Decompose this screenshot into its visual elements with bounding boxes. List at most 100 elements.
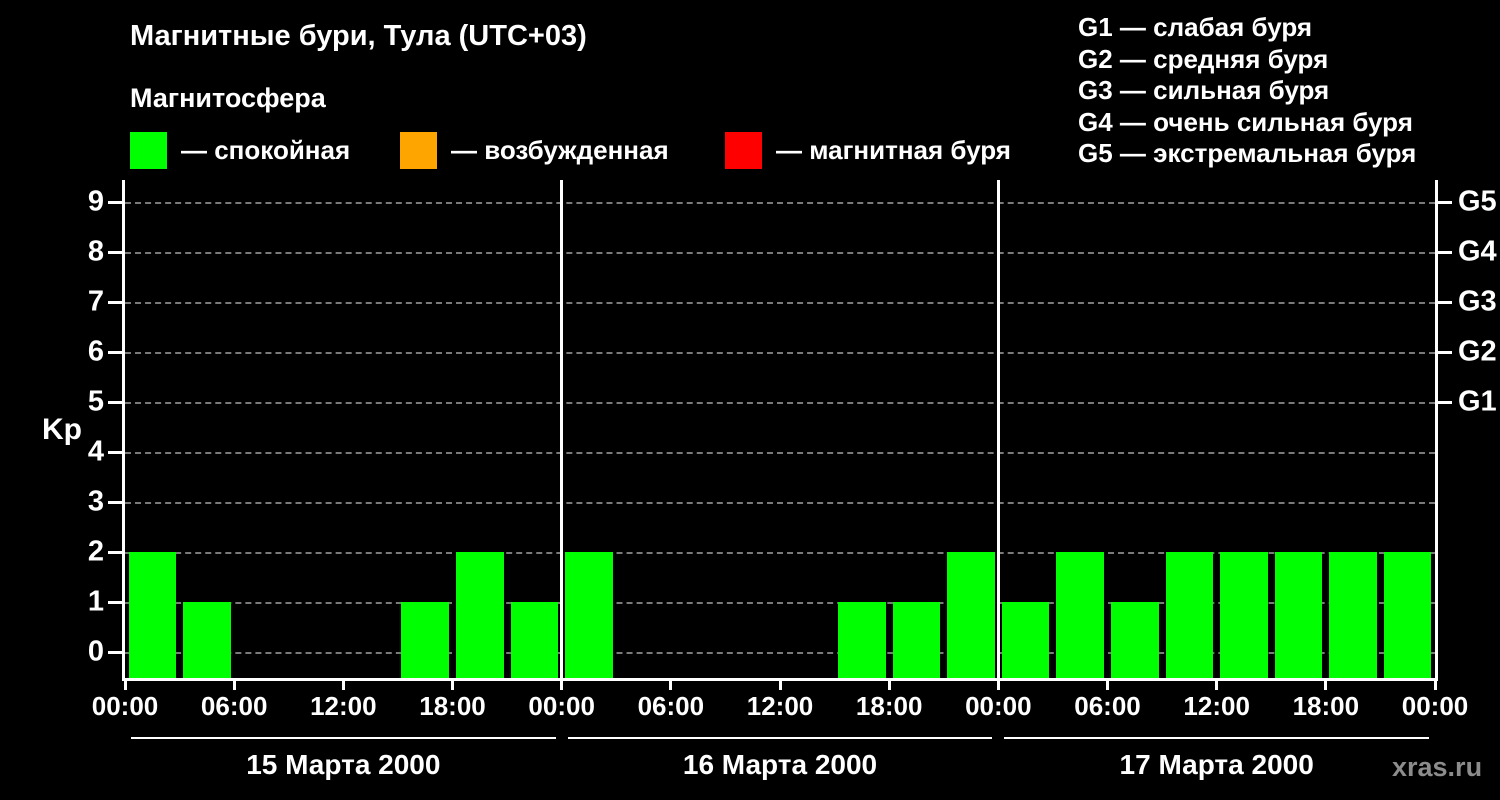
right-axis-line bbox=[1435, 180, 1438, 678]
y-tick-label: 7 bbox=[87, 285, 104, 318]
x-tick bbox=[1106, 681, 1109, 690]
y-tick-label: 0 bbox=[87, 635, 104, 668]
y-tick bbox=[108, 400, 122, 404]
x-tick-label: 06:00 bbox=[1074, 691, 1141, 721]
x-axis-line bbox=[122, 678, 1438, 681]
storm-scale-item: G4 — очень сильная буря bbox=[1078, 106, 1413, 137]
kp-bar bbox=[1111, 602, 1159, 678]
watermark: xras.ru bbox=[1392, 752, 1483, 782]
y-tick bbox=[108, 300, 122, 304]
x-tick-label: 00:00 bbox=[965, 691, 1032, 721]
kp-bar bbox=[401, 602, 449, 678]
legend-swatch-active bbox=[400, 132, 437, 169]
g-scale-tick bbox=[1438, 350, 1452, 354]
x-tick bbox=[778, 681, 782, 690]
y-tick-label: 9 bbox=[87, 185, 104, 218]
storm-scale-item: G1 — слабая буря bbox=[1078, 12, 1313, 42]
date-label: 15 Марта 2000 bbox=[246, 749, 441, 780]
storm-scale-item: G2 — средняя буря bbox=[1078, 43, 1329, 74]
x-tick bbox=[1215, 681, 1219, 690]
x-tick-label: 00:00 bbox=[91, 691, 159, 721]
kp-bar bbox=[510, 602, 559, 678]
legend-label: — спокойная bbox=[181, 135, 351, 165]
x-tick bbox=[1324, 681, 1328, 690]
storm-scale-item: G3 — сильная буря bbox=[1078, 75, 1330, 105]
x-tick-label: 06:00 bbox=[200, 691, 268, 721]
kp-bar bbox=[456, 552, 504, 678]
kp-bar bbox=[1220, 552, 1268, 678]
kp-bar bbox=[128, 552, 177, 678]
g-scale-tick bbox=[1438, 250, 1452, 254]
gridline-kp-4 bbox=[125, 452, 1435, 454]
y-tick-label: 1 bbox=[87, 585, 104, 618]
y-tick bbox=[108, 200, 122, 204]
x-tick-label: 12:00 bbox=[310, 691, 377, 721]
storm-scale-legend: G1 — слабая буря G2 — средняя буря G3 — си… bbox=[1078, 12, 1416, 170]
y-tick bbox=[108, 450, 122, 454]
x-tick bbox=[341, 681, 345, 690]
x-tick-label: 18:00 bbox=[419, 691, 486, 721]
x-tick bbox=[887, 681, 891, 690]
y-tick-label: 6 bbox=[87, 335, 104, 368]
kp-bar bbox=[1383, 552, 1432, 678]
gridline-kp-8 bbox=[125, 252, 1435, 254]
legend-label: — магнитная буря bbox=[776, 135, 1011, 165]
x-tick-label: 06:00 bbox=[637, 691, 705, 721]
y-axis-line bbox=[122, 180, 125, 681]
kp-bar bbox=[947, 552, 995, 678]
gridline-kp-7 bbox=[125, 302, 1435, 304]
day-separator bbox=[996, 180, 1000, 678]
x-tick-label: 18:00 bbox=[1292, 691, 1360, 721]
g-scale-label: G2 bbox=[1458, 335, 1497, 368]
legend-swatch-quiet bbox=[130, 132, 167, 169]
kp-bar bbox=[1056, 552, 1104, 678]
g-scale-label: G5 bbox=[1458, 185, 1497, 218]
g-scale-label: G3 bbox=[1458, 285, 1497, 318]
y-axis-title: Kp bbox=[42, 413, 82, 446]
x-tick bbox=[560, 681, 564, 690]
y-tick bbox=[108, 250, 122, 254]
date-label: 16 Марта 2000 bbox=[682, 749, 878, 780]
y-tick-label: 5 bbox=[87, 385, 104, 418]
storm-scale-item: G5 — экстремальная буря bbox=[1078, 138, 1417, 168]
magnetosphere-label: Магнитосфера bbox=[130, 83, 326, 113]
kp-bar bbox=[1001, 602, 1050, 678]
x-tick bbox=[669, 681, 673, 690]
x-tick bbox=[1433, 681, 1437, 690]
y-tick-label: 4 bbox=[87, 435, 104, 468]
date-label: 17 Марта 2000 bbox=[1119, 749, 1314, 780]
kp-bar bbox=[565, 552, 613, 678]
plot-area bbox=[125, 180, 1435, 678]
gridline-kp-0 bbox=[125, 652, 1435, 654]
g-scale-label: G1 bbox=[1458, 385, 1497, 418]
g-scale-tick bbox=[1438, 300, 1452, 304]
x-tick-label: 00:00 bbox=[528, 691, 595, 721]
gridline-kp-3 bbox=[125, 502, 1435, 504]
g-scale-tick bbox=[1438, 400, 1452, 404]
g-scale-label: G4 bbox=[1458, 235, 1497, 268]
x-tick-label: 12:00 bbox=[1183, 691, 1250, 721]
legend-item-storm: — магнитная буря bbox=[725, 132, 1011, 169]
kp-bar bbox=[1165, 552, 1214, 678]
date-underline bbox=[1004, 737, 1429, 739]
date-underline bbox=[567, 737, 993, 739]
x-tick bbox=[123, 681, 127, 690]
legend-label: — возбужденная bbox=[451, 135, 669, 165]
y-tick bbox=[108, 550, 122, 554]
gridline-kp-5 bbox=[125, 402, 1435, 404]
legend-item-quiet: — спокойная bbox=[130, 132, 350, 169]
y-tick bbox=[108, 500, 122, 504]
x-tick-label: 12:00 bbox=[746, 691, 814, 721]
kp-bar bbox=[1274, 552, 1323, 678]
legend-swatch-storm bbox=[725, 132, 762, 169]
x-tick bbox=[451, 681, 454, 690]
y-tick-label: 2 bbox=[87, 535, 104, 568]
kp-bar bbox=[892, 602, 941, 678]
gridline-kp-9 bbox=[125, 202, 1435, 204]
date-underline bbox=[131, 737, 556, 739]
kp-bar bbox=[183, 602, 231, 678]
legend-item-active: — возбужденная bbox=[400, 132, 669, 169]
y-tick-label: 3 bbox=[87, 485, 104, 518]
kp-bar bbox=[1329, 552, 1377, 678]
